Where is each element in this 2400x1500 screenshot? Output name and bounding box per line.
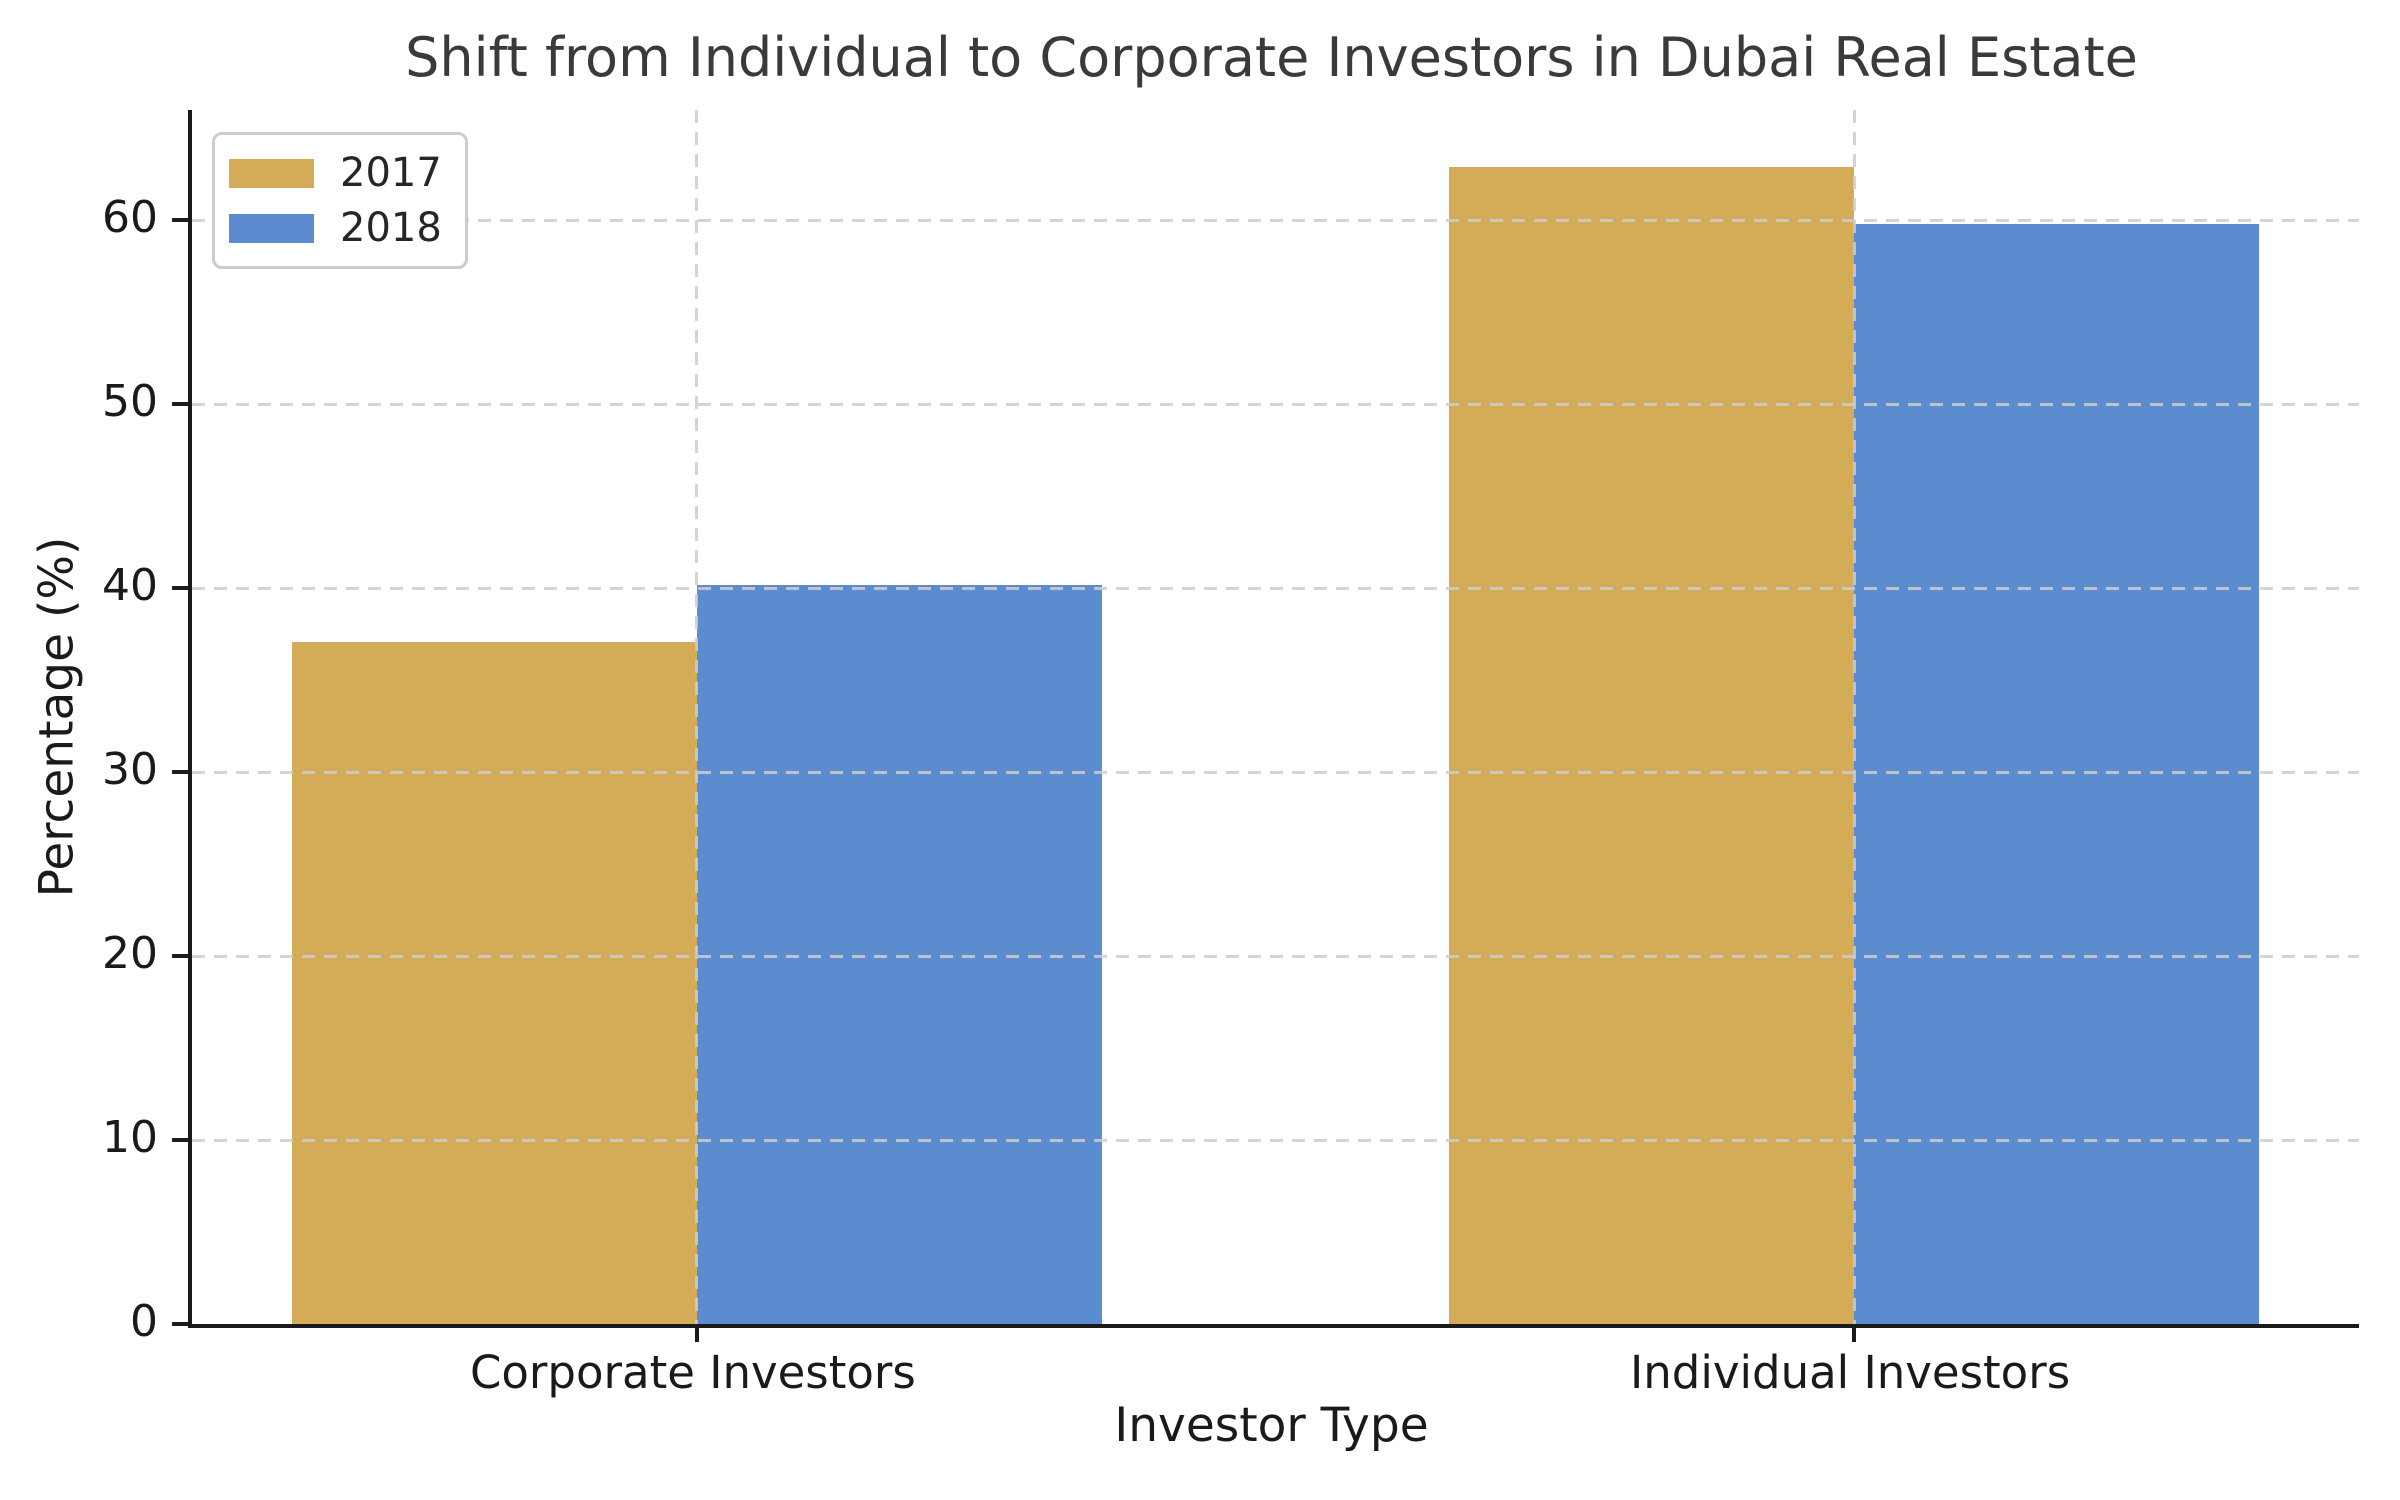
y-tick-mark-30 [172,770,188,775]
bar-2017-corporate-investors [291,641,697,1324]
x-tick-mark-1 [694,1328,699,1342]
gridline-x-2 [1852,110,1856,1324]
y-tick-label-10: 10 [102,1112,158,1164]
bar-2018-corporate-investors [696,584,1102,1324]
x-tick-label-1: Corporate Investors [469,1346,916,1399]
y-tick-label-50: 50 [102,376,158,428]
y-tick-label-60: 60 [102,192,158,244]
legend-label-2017: 2017 [340,150,442,196]
y-tick-mark-50 [172,402,188,407]
y-tick-label-40: 40 [102,560,158,612]
y-tick-mark-40 [172,586,188,591]
y-tick-mark-20 [172,954,188,959]
y-tick-label-0: 0 [130,1296,158,1347]
chart-title: Shift from Individual to Corporate Inves… [405,26,2138,89]
y-axis-label: Percentage (%) [29,536,85,898]
x-tick-mark-2 [1852,1328,1857,1342]
legend-label-2018: 2018 [340,205,442,251]
gridline-y-30 [192,770,2359,774]
gridline-y-50 [192,402,2359,406]
x-tick-label-2: Individual Investors [1630,1346,2071,1399]
legend-row-2017: 2017 [229,150,465,196]
gridline-y-20 [192,954,2359,958]
bar-2018-individual-investors [1854,224,2260,1324]
x-axis-label: Investor Type [1114,1398,1429,1453]
y-tick-mark-10 [172,1138,188,1143]
gridline-y-60 [192,218,2359,222]
legend-swatch-2017 [229,158,314,188]
y-tick-label-30: 30 [102,744,158,796]
plot-area [172,110,2359,1342]
legend-row-2018: 2018 [229,205,465,251]
gridline-x-1 [695,110,699,1324]
gridline-y-40 [192,586,2359,590]
y-tick-mark-0 [172,1322,188,1326]
bar-2017-individual-investors [1449,167,1855,1324]
y-tick-mark-60 [172,218,188,223]
gridline-y-10 [192,1138,2359,1142]
y-tick-label-20: 20 [102,928,158,980]
legend: 2017 2018 [212,132,468,269]
legend-swatch-2018 [229,213,314,243]
